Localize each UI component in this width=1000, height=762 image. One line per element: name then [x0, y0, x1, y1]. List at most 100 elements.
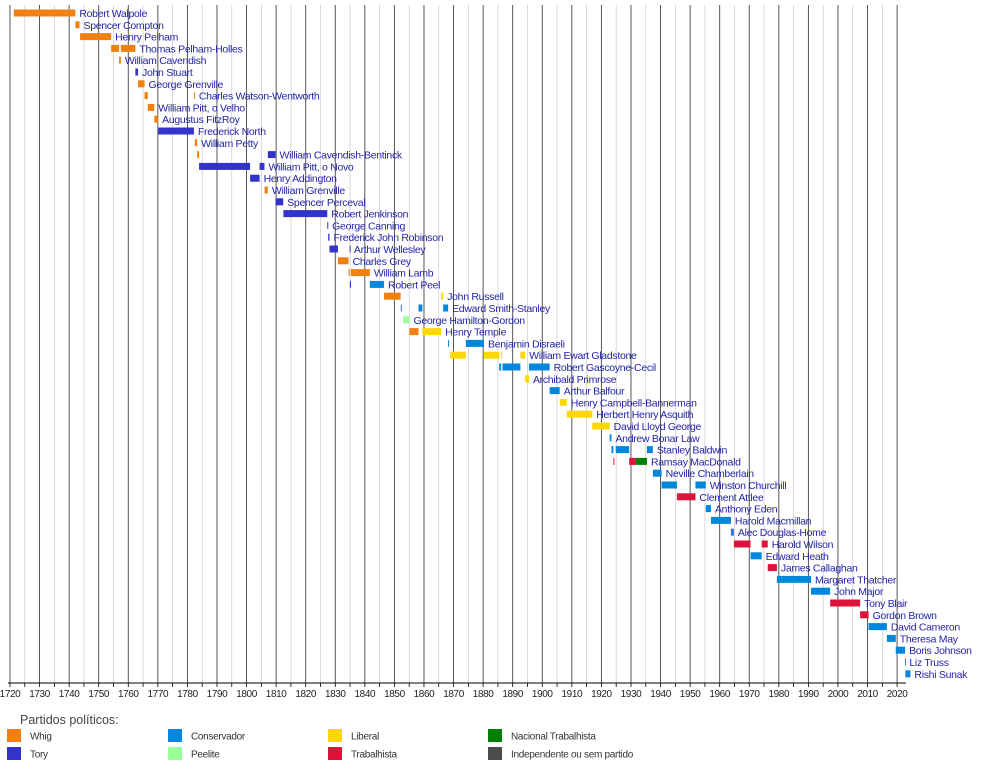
- x-tick-label: 1850: [384, 689, 405, 700]
- pm-label: William Lamb: [374, 268, 434, 280]
- pm-label: George Canning: [332, 220, 405, 232]
- term-bars: [13, 9, 911, 678]
- term-bar: [80, 33, 112, 41]
- pm-label: Arthur Wellesley: [354, 244, 426, 256]
- pm-label: Ramsay MacDonald: [651, 456, 741, 468]
- x-tick-label: 1860: [414, 689, 435, 700]
- term-bar: [710, 516, 731, 524]
- pm-label: William Cavendish: [125, 55, 207, 67]
- term-bar: [868, 623, 887, 631]
- term-bar: [465, 339, 485, 347]
- term-bar: [199, 162, 251, 170]
- pm-label: William Pitt, o Velho: [158, 102, 245, 114]
- term-bar: [120, 44, 136, 52]
- x-tick-label: 1950: [680, 689, 701, 700]
- pm-label: Henry Temple: [445, 327, 506, 339]
- x-tick-label: 1910: [562, 689, 583, 700]
- legend-label: Tory: [30, 750, 48, 761]
- x-tick-label: 1740: [59, 689, 80, 700]
- pm-label: Gordon Brown: [873, 610, 938, 622]
- legend-label: Conservador: [191, 732, 246, 743]
- term-bar: [443, 304, 449, 312]
- term-bar: [384, 292, 401, 300]
- term-bar: [652, 469, 662, 477]
- pm-label: Spencer Perceval: [287, 197, 365, 209]
- legend-label: Nacional Trabalhista: [511, 732, 596, 743]
- pm-label: Rishi Sunak: [914, 669, 968, 681]
- x-tick-label: 1810: [266, 689, 287, 700]
- pm-label: Clement Attlee: [699, 492, 764, 504]
- term-bar: [592, 422, 610, 430]
- pm-label: James Callaghan: [781, 563, 858, 575]
- legend-swatch: [168, 747, 182, 760]
- legend-label: Independente ou sem partido: [511, 750, 634, 761]
- pm-label: Edward Heath: [766, 551, 829, 563]
- legend-swatch: [7, 747, 21, 760]
- pm-label: William Ewart Gladstone: [529, 350, 637, 362]
- term-bar: [502, 363, 521, 371]
- x-tick-label: 1980: [768, 689, 789, 700]
- term-bar: [350, 269, 370, 277]
- legend-swatch: [7, 729, 21, 742]
- x-tick-label: 1830: [325, 689, 346, 700]
- x-tick-label: 1920: [591, 689, 612, 700]
- term-bar: [695, 481, 706, 489]
- pm-label: Robert Gascoyne-Cecil: [554, 362, 656, 374]
- pm-label: George Hamilton-Gordon: [413, 315, 525, 327]
- term-bar: [369, 280, 385, 288]
- legend-label: Peelite: [191, 750, 220, 761]
- pm-label: Robert Jenkinson: [331, 209, 408, 221]
- pm-label: William Petty: [201, 138, 259, 150]
- term-bar: [905, 658, 907, 666]
- legend-swatch: [168, 729, 182, 742]
- pm-label: Andrew Bonar Law: [615, 433, 700, 445]
- term-bar: [349, 280, 351, 288]
- pm-label: John Russell: [447, 291, 504, 303]
- x-tick-label: 2000: [828, 689, 849, 700]
- term-bar: [609, 434, 612, 442]
- term-bar: [349, 245, 351, 253]
- pm-label: John Stuart: [142, 67, 193, 79]
- x-tick-label: 1960: [709, 689, 730, 700]
- grid-lines: [9, 5, 898, 683]
- pm-label: John Major: [834, 586, 884, 598]
- term-bar: [730, 528, 734, 536]
- pm-label: William Pitt, o Novo: [268, 161, 353, 173]
- pm-label: Theresa May: [900, 633, 959, 645]
- term-bar: [501, 351, 503, 359]
- x-tick-label: 1940: [650, 689, 671, 700]
- legend-label: Whig: [30, 732, 52, 743]
- pm-label: Margaret Thatcher: [815, 574, 897, 586]
- term-bar: [259, 162, 265, 170]
- pm-label: Neville Chamberlain: [666, 468, 755, 480]
- term-bar: [528, 363, 550, 371]
- pm-label: Archibald Primrose: [533, 374, 617, 386]
- legend-swatch: [488, 747, 502, 760]
- x-tick-label: 1880: [473, 689, 494, 700]
- x-tick-label: 1820: [295, 689, 316, 700]
- term-bar: [158, 127, 194, 135]
- term-bar: [750, 552, 762, 560]
- legend-swatch: [328, 729, 342, 742]
- term-bar: [135, 68, 139, 76]
- term-bar: [661, 481, 677, 489]
- term-bar: [733, 540, 751, 548]
- pm-label: Stanley Baldwin: [657, 445, 728, 457]
- term-bar: [499, 363, 502, 371]
- term-bar: [646, 446, 653, 454]
- term-bar: [776, 575, 812, 583]
- term-bar: [138, 80, 145, 88]
- x-tick-label: 1800: [236, 689, 257, 700]
- pm-label: Arthur Balfour: [564, 386, 625, 398]
- term-bar: [450, 351, 466, 359]
- term-bar: [441, 292, 444, 300]
- term-bar: [283, 210, 328, 218]
- term-bar: [329, 245, 338, 253]
- term-bar: [194, 139, 198, 147]
- x-tick-label: 1760: [118, 689, 139, 700]
- term-bar: [348, 269, 350, 277]
- x-tick-label: 1870: [443, 689, 464, 700]
- x-tick-label: 1770: [148, 689, 169, 700]
- pm-label: George Grenville: [149, 79, 224, 91]
